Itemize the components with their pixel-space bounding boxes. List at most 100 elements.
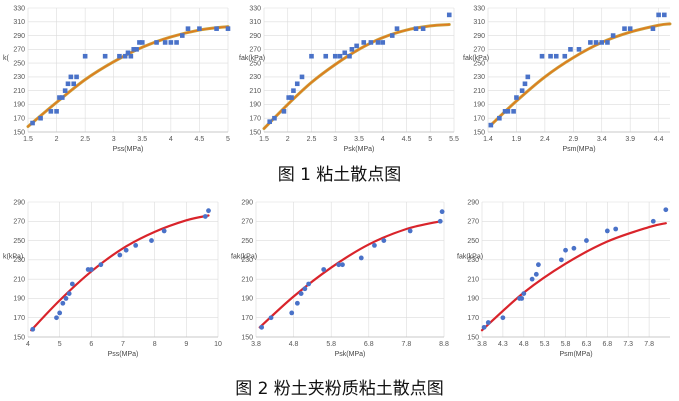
data-point [502, 109, 508, 114]
y-tick-label: 310 [249, 19, 261, 26]
x-tick-label: 7.3 [623, 341, 633, 348]
data-point [63, 296, 69, 301]
data-point [349, 47, 355, 52]
data-point [323, 53, 329, 59]
chart-panel-6: 150 170 190 210 230 250 270 290 3.8 4.3 4.8 5.3 5.8 6… [456, 196, 676, 359]
data-point [662, 12, 667, 18]
y-tick-label: 150 [241, 334, 253, 341]
trend-line [490, 23, 671, 126]
x-tick-label: 6 [89, 341, 93, 348]
data-point [358, 255, 364, 261]
x-tick-label: 2.4 [540, 136, 550, 143]
y-tick-label: 170 [13, 116, 25, 123]
y-tick-label: 210 [249, 88, 261, 95]
data-point [185, 26, 191, 31]
data-point [407, 228, 413, 234]
y-tick-label: 310 [13, 19, 25, 26]
data-point [30, 120, 35, 126]
data-point [162, 40, 168, 45]
data-point [294, 81, 300, 87]
figure-2-caption: 图 2 粉土夹粉质粘土散点图 [235, 379, 444, 399]
data-point [536, 262, 541, 268]
x-tick-label: 4.8 [519, 341, 529, 348]
data-point [48, 109, 54, 114]
data-point [610, 33, 616, 38]
data-point [342, 50, 348, 56]
gridlines [481, 201, 670, 338]
data-point [306, 281, 312, 287]
x-tick-label: 5 [428, 136, 432, 143]
data-point [650, 218, 656, 224]
x-tick-label: 6.8 [602, 341, 612, 348]
data-point [588, 40, 593, 45]
data-point [117, 53, 122, 59]
data-point [98, 262, 104, 268]
x-tick-label: 3 [333, 136, 337, 143]
data-point [375, 40, 381, 45]
data-point [272, 115, 277, 121]
data-point [102, 53, 108, 59]
data-point [71, 81, 77, 87]
y-tick-label: 310 [473, 19, 485, 26]
data-point [497, 115, 502, 121]
data-point [197, 26, 202, 31]
trend-line [480, 222, 667, 332]
data-point [59, 95, 65, 100]
y-tick-label: 230 [467, 257, 479, 264]
y-tick-label: 290 [473, 33, 485, 40]
x-axis-label: Psk(MPa) [344, 146, 375, 153]
y-tick-label: 230 [473, 74, 485, 81]
x-tick-label: 5 [58, 341, 62, 348]
data-point [123, 247, 129, 253]
x-tick-label: 5.3 [540, 341, 550, 348]
data-point [267, 119, 272, 124]
data-point [57, 95, 62, 100]
x-tick-label: 8 [153, 341, 157, 348]
data-point [137, 40, 142, 45]
x-tick-label: 7.8 [644, 341, 654, 348]
x-tick-label: 2 [55, 136, 59, 143]
data-point [291, 88, 296, 93]
data-point [533, 271, 539, 277]
data-point [62, 88, 68, 93]
y-tick-label: 190 [13, 102, 25, 109]
y-tick-label: 290 [467, 199, 479, 206]
data-point [571, 245, 577, 251]
x-tick-label: 5 [226, 136, 230, 143]
x-axis-label: Pss(MPa) [108, 351, 139, 358]
data-point [488, 122, 494, 128]
y-tick-label: 250 [473, 60, 485, 67]
data-point [511, 109, 516, 114]
data-point [149, 238, 154, 243]
y-tick-label: 230 [13, 74, 25, 81]
data-point [128, 53, 134, 59]
data-point [125, 50, 131, 56]
x-axis-label: Psm(MPa) [562, 146, 595, 153]
x-tick-label: 5.5 [449, 136, 459, 143]
y-axis-label: fak(kPa) [463, 55, 489, 62]
data-point [289, 310, 295, 316]
x-tick-label: 2.5 [80, 136, 90, 143]
data-point [122, 53, 128, 59]
y-tick-label: 230 [249, 74, 261, 81]
y-tick-label: 290 [249, 33, 261, 40]
x-axis-label: Pss(MPa) [113, 146, 144, 153]
data-point [437, 218, 443, 224]
gridlines [255, 201, 445, 338]
data-point [525, 74, 531, 80]
y-tick-label: 330 [473, 5, 485, 12]
data-point [354, 43, 359, 49]
y-tick-label: 250 [241, 238, 253, 245]
y-tick-label: 290 [13, 33, 25, 40]
data-point [294, 300, 300, 306]
x-tick-label: 3.9 [625, 136, 635, 143]
data-point [259, 324, 265, 330]
data-point [593, 40, 599, 45]
y-tick-label: 150 [473, 129, 485, 136]
y-tick-label: 150 [13, 129, 25, 136]
chart-svg-4: 150 170 190 210 230 250 270 290 4 5 6 7 8 9 10 Pss(MPa)… [3, 199, 222, 358]
x-tick-label: 3.4 [597, 136, 607, 143]
data-point [74, 74, 79, 80]
data-point [65, 81, 71, 87]
data-point [485, 320, 491, 325]
